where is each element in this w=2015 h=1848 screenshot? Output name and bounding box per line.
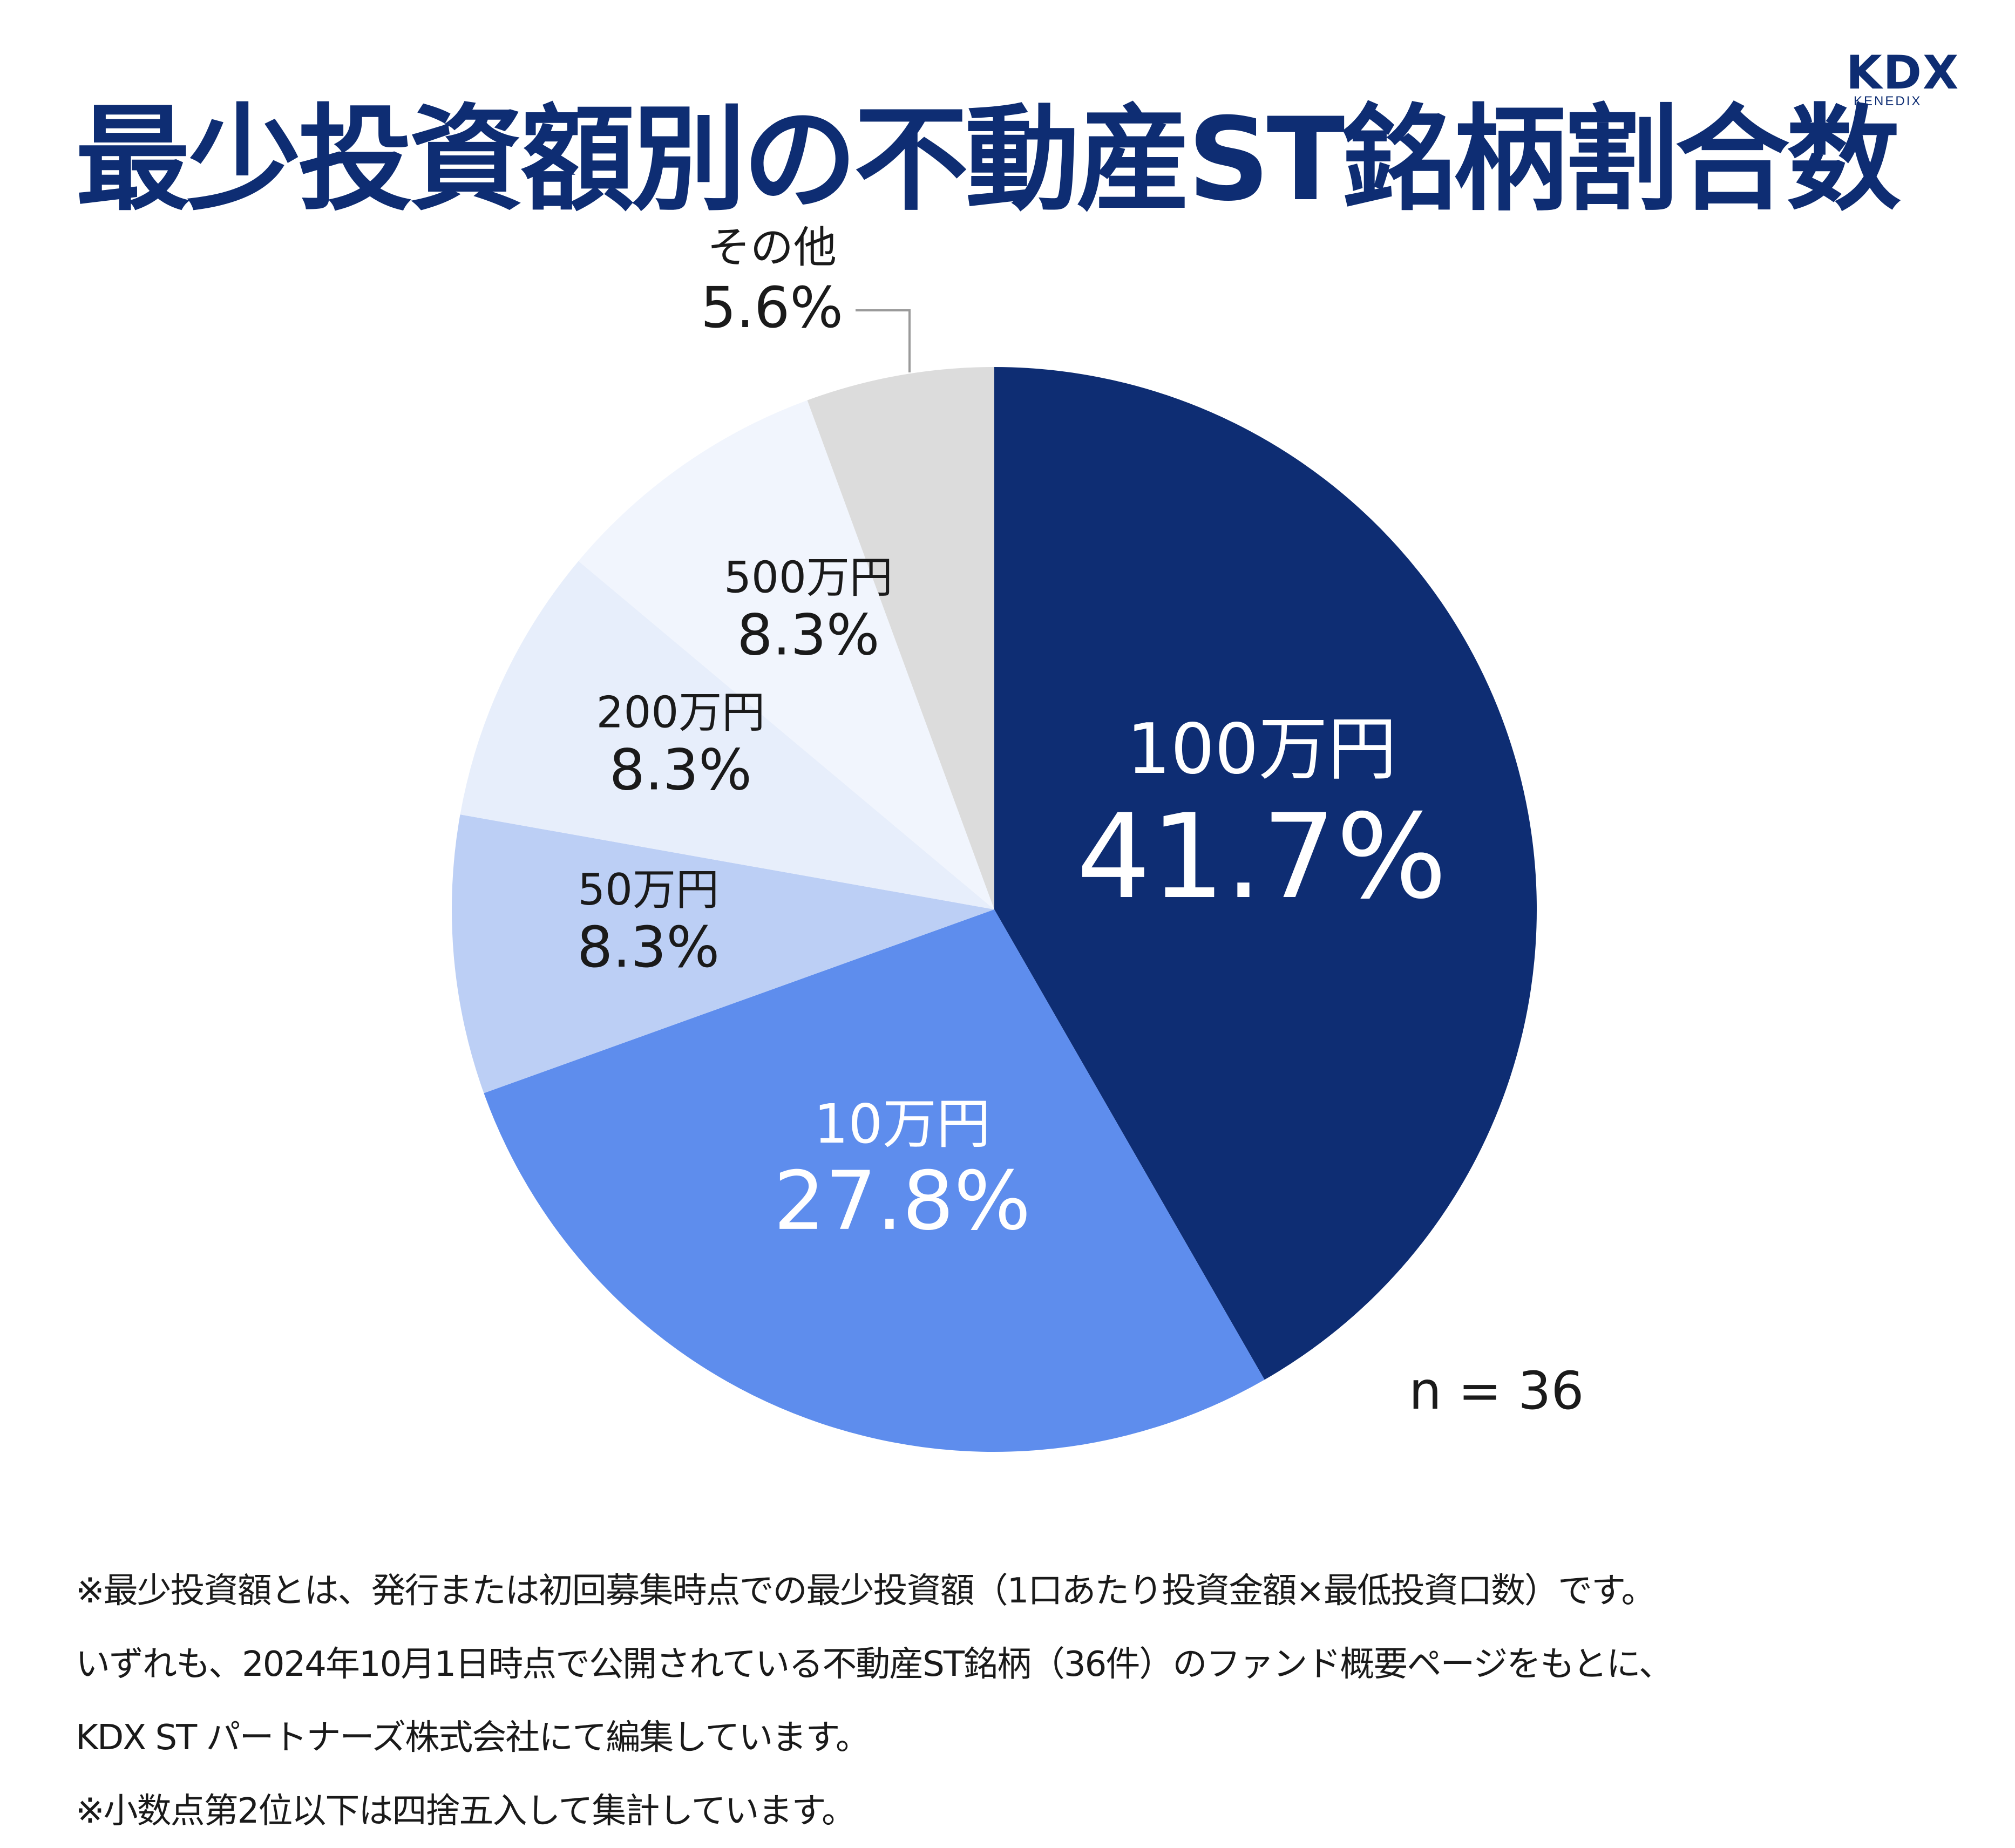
slice-category-label: 500万円 [724, 553, 893, 603]
slice-category-label: その他 [707, 222, 837, 273]
pie-slice [994, 366, 1537, 1380]
footnote-line: いずれも、2024年10月1日時点で公開されている不動産ST銘柄（36件）のファ… [76, 1645, 1673, 1684]
slice-value-label: 8.3% [609, 737, 752, 803]
slice-value-label: 8.3% [737, 602, 879, 668]
pie-slice [484, 909, 1265, 1452]
pie-chart: 100万円41.7%10万円27.8%50万円8.3%200万円8.3%500万… [451, 222, 1584, 1452]
slice-category-label: 10万円 [814, 1092, 990, 1156]
slice-category-label: 200万円 [596, 688, 765, 738]
footnote-line: ※最少投資額とは、発行または初回募集時点での最少投資額（1口あたり投資金額×最低… [76, 1571, 1656, 1611]
footnotes: ※最少投資額とは、発行または初回募集時点での最少投資額（1口あたり投資金額×最低… [76, 1554, 1673, 1848]
logo-subtext: KENEDIX [1854, 94, 1922, 108]
kdx-logo: KDX KENEDIX [1846, 50, 1981, 114]
page-title: 最少投資額別の不動産ST銘柄割合数 [76, 93, 1901, 226]
pie-slice [451, 814, 994, 1093]
pie-slice [807, 367, 994, 909]
pie-slice [578, 400, 994, 909]
slice-value-label: 5.6% [701, 275, 843, 341]
slice-category-label: 50万円 [578, 865, 719, 915]
slice-category-label: 100万円 [1127, 709, 1396, 790]
slice-value-label: 27.8% [774, 1154, 1031, 1248]
sample-size-annotation: n = 36 [1409, 1361, 1584, 1421]
slice-value-label: 41.7% [1076, 789, 1447, 925]
footnote-line: KDX ST パートナーズ株式会社にて編集しています。 [76, 1718, 870, 1758]
footnote-line: ※小数点第2位以下は四捨五入して集計しています。 [76, 1791, 856, 1831]
pie-slice [460, 561, 994, 909]
logo-wordmark: KDX [1846, 46, 1960, 100]
slice-value-label: 8.3% [577, 914, 720, 980]
pie-slices [451, 366, 1537, 1452]
leader-line-other [856, 309, 911, 372]
pie-labels: 100万円41.7%10万円27.8%50万円8.3%200万円8.3%500万… [577, 222, 1447, 1248]
